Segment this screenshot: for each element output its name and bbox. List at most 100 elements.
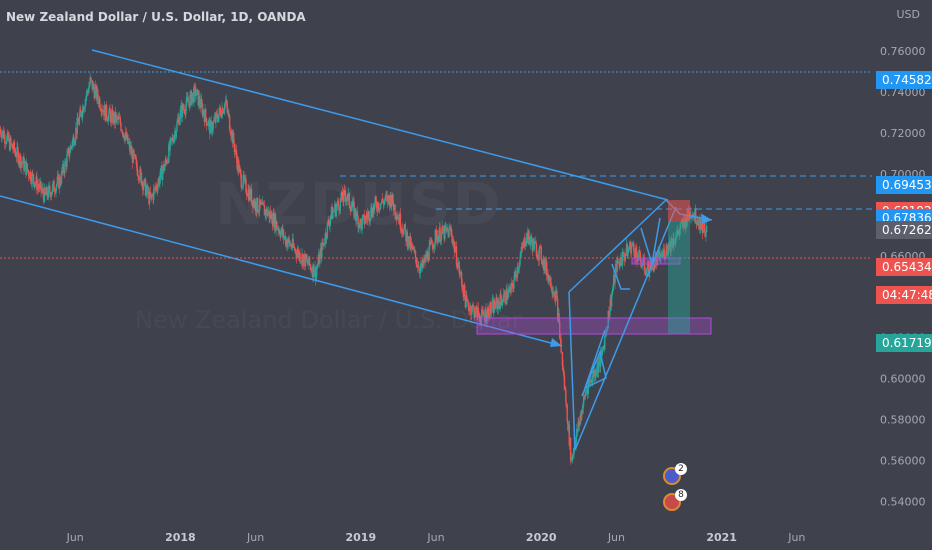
candle-body xyxy=(292,238,294,247)
candle-body xyxy=(49,186,51,193)
candle-body xyxy=(53,180,55,192)
candle-body xyxy=(217,114,220,122)
candle-body xyxy=(267,213,269,216)
candle-body xyxy=(468,307,471,312)
wedge-side-line[interactable] xyxy=(568,291,576,451)
position-target-box[interactable] xyxy=(668,222,690,334)
candle-body xyxy=(175,130,178,137)
candle-body xyxy=(471,305,473,312)
candle-body xyxy=(680,222,683,224)
zigzag-low[interactable] xyxy=(581,329,607,397)
candle-body xyxy=(572,453,575,456)
price-badge: 0.67262 xyxy=(876,221,932,239)
channel-arrow-head xyxy=(550,338,562,347)
candle-body xyxy=(432,247,434,250)
candle-body xyxy=(513,272,516,281)
candle-body xyxy=(660,253,662,259)
candle-body xyxy=(222,111,225,114)
candle-body xyxy=(551,289,553,294)
candle-body xyxy=(587,382,590,394)
candle-body xyxy=(388,195,390,199)
candle-body xyxy=(74,139,76,144)
zigzag-mid[interactable] xyxy=(611,263,630,290)
candle-body xyxy=(161,170,164,181)
candle-body xyxy=(211,129,214,133)
candle-body xyxy=(510,283,512,293)
candle-body xyxy=(244,178,247,180)
candle-body xyxy=(157,183,159,191)
candle-body xyxy=(520,246,523,254)
candle-body xyxy=(143,179,145,187)
candle-body xyxy=(356,211,359,217)
candle-body xyxy=(582,396,585,406)
candle-body xyxy=(360,219,362,223)
candle-body xyxy=(582,405,584,414)
candle-body xyxy=(410,236,412,249)
candle-body xyxy=(339,198,342,211)
candle-body xyxy=(1,133,3,138)
y-tick-label: 0.56000 xyxy=(880,455,926,468)
candle-body xyxy=(554,291,557,301)
candle-body xyxy=(534,241,536,243)
candle-body xyxy=(86,90,89,92)
wedge-lower-line[interactable] xyxy=(574,206,677,451)
candle-body xyxy=(705,232,707,238)
wedge-upper-line[interactable] xyxy=(568,199,667,293)
candle-body xyxy=(14,150,16,153)
event-news-icon[interactable]: 2 xyxy=(663,463,687,485)
candle-body xyxy=(595,374,597,377)
event-flag-icon[interactable]: 8 xyxy=(663,489,687,511)
candle-body xyxy=(51,191,53,194)
candle-body xyxy=(81,106,84,118)
candle-body xyxy=(481,308,483,317)
candle-body xyxy=(240,174,242,188)
candle-body xyxy=(429,242,432,243)
candle-body xyxy=(466,300,469,301)
candle-body xyxy=(293,246,295,248)
candle-body xyxy=(15,152,17,157)
candle-body xyxy=(590,379,592,383)
candle-body xyxy=(599,352,602,367)
candle-body xyxy=(461,287,464,290)
candle-body xyxy=(455,246,458,266)
candle-body xyxy=(134,155,137,159)
candle-body xyxy=(186,97,188,99)
candle-body xyxy=(120,123,122,131)
y-axis-ticks: 0.760000.740000.720000.700000.680000.660… xyxy=(880,45,926,508)
candles xyxy=(0,73,708,465)
candle-body xyxy=(678,230,680,235)
channel-top-line[interactable] xyxy=(91,49,669,201)
candle-body xyxy=(608,311,611,319)
candle-body xyxy=(5,143,7,145)
candle-body xyxy=(427,251,429,261)
candle-body xyxy=(228,112,230,116)
candle-body xyxy=(256,197,259,212)
candle-body xyxy=(181,104,184,118)
demand-zone[interactable] xyxy=(476,317,712,335)
candle-body xyxy=(566,404,568,422)
candle-body xyxy=(368,211,370,222)
zigzag-high[interactable] xyxy=(640,217,661,265)
support-zone[interactable] xyxy=(631,257,681,265)
candle-body xyxy=(271,212,273,224)
candle-body xyxy=(502,294,505,302)
candle-body xyxy=(36,176,38,191)
candle-body xyxy=(530,236,533,243)
channel-bottom-line[interactable] xyxy=(0,195,563,347)
candle-body xyxy=(379,208,381,210)
candle-body xyxy=(139,168,141,181)
candle-body xyxy=(11,143,14,149)
candle-body xyxy=(642,259,644,265)
candle-body xyxy=(676,230,678,235)
candle-body xyxy=(641,264,644,266)
candle-body xyxy=(627,249,629,257)
position-risk-box[interactable] xyxy=(668,200,690,222)
candle-body xyxy=(44,187,46,194)
candle-body xyxy=(119,117,121,124)
candle-body xyxy=(497,301,499,309)
candle-body xyxy=(17,151,20,165)
candle-body xyxy=(127,142,130,144)
candle-body xyxy=(116,115,118,118)
candle-body xyxy=(556,290,558,300)
